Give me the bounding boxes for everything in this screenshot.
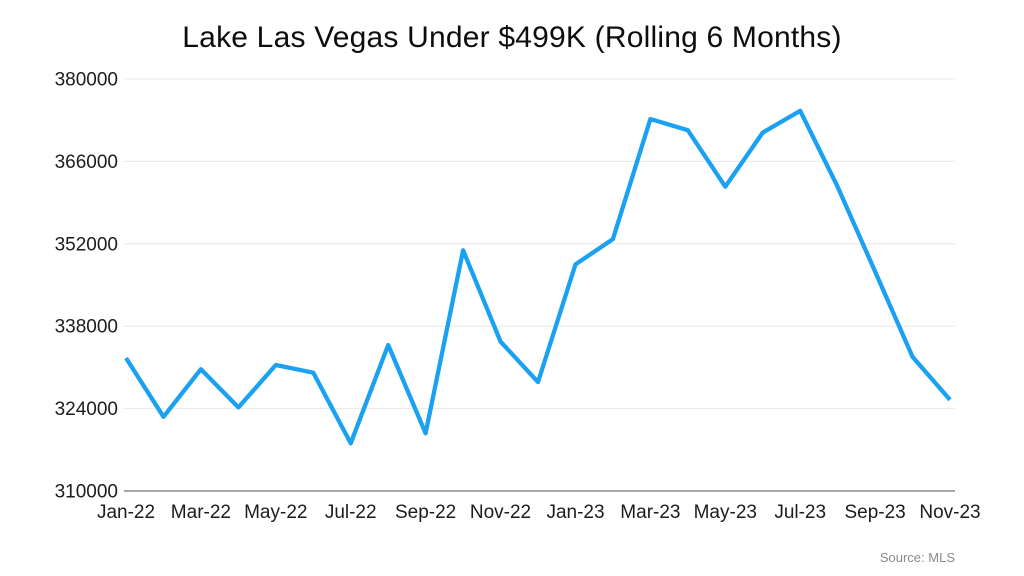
x-tick-label: Jul-22 [325, 502, 377, 523]
x-tick-label: Jul-23 [774, 502, 826, 523]
y-tick-label: 310000 [55, 482, 118, 503]
x-tick-label: Nov-22 [470, 502, 531, 523]
chart-title: Lake Las Vegas Under $499K (Rolling 6 Mo… [182, 21, 842, 54]
x-tick-label: Sep-23 [844, 502, 905, 523]
x-tick-label: Jan-22 [97, 502, 155, 523]
x-tick-label: Jan-23 [546, 502, 604, 523]
y-tick-label: 338000 [55, 317, 118, 338]
y-tick-label: 352000 [55, 234, 118, 255]
x-tick-label: Mar-23 [620, 502, 680, 523]
x-tick-label: May-22 [244, 502, 307, 523]
x-tick-label: May-23 [694, 502, 757, 523]
x-tick-label: Nov-23 [919, 502, 980, 523]
source-note: Source: MLS [879, 550, 955, 565]
price-line [124, 108, 952, 446]
x-tick-label: Sep-22 [395, 502, 456, 523]
y-tick-label: 324000 [55, 399, 118, 420]
y-tick-label: 380000 [55, 70, 118, 91]
x-tick-label: Mar-22 [171, 502, 231, 523]
y-tick-label: 366000 [55, 152, 118, 173]
